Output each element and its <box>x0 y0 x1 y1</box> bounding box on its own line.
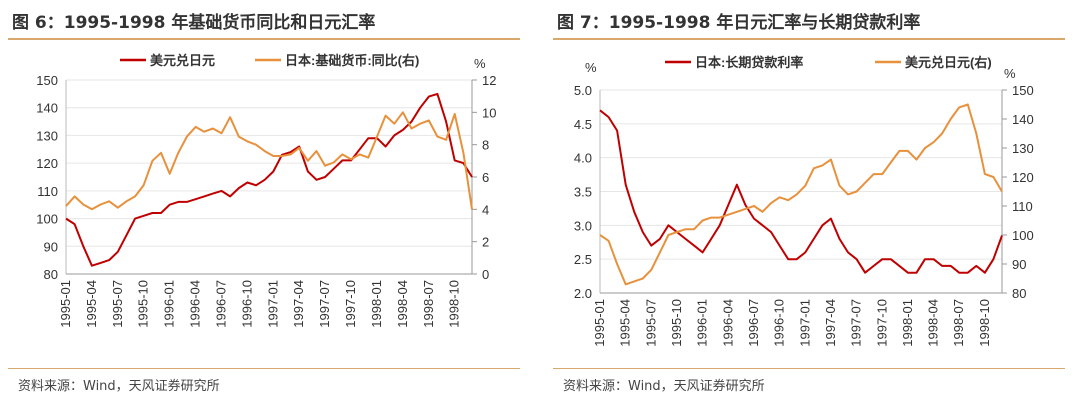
x-tick-label: 1998-07 <box>421 280 436 328</box>
y2-tick-label: 100 <box>1012 228 1034 243</box>
x-tick-label: 1995-07 <box>110 280 125 328</box>
x-tick-label: 1997-07 <box>849 299 864 347</box>
x-tick-label: 1998-10 <box>447 280 462 328</box>
chart-title: 图 6：1995-1998 年基础货币同比和日元汇率 <box>12 13 376 33</box>
x-tick-label: 1996-07 <box>213 280 228 328</box>
x-tick-label: 1998-01 <box>369 280 384 328</box>
x-tick-label: 1997-01 <box>265 280 280 328</box>
y2-tick-label: 6 <box>482 170 489 185</box>
y2-tick-label: 150 <box>1012 83 1034 98</box>
series-line <box>599 109 1003 274</box>
x-tick-label: 1996-10 <box>239 280 254 328</box>
left-unit: % <box>585 60 597 75</box>
y2-tick-label: 90 <box>1012 257 1026 272</box>
y2-tick-label: 120 <box>1012 170 1034 185</box>
x-tick-label: 1995-01 <box>58 280 73 328</box>
legend-label: 美元兑日元 <box>150 53 215 68</box>
y-tick-label: 4.0 <box>574 151 592 166</box>
x-tick-label: 1996-04 <box>720 299 735 347</box>
source-note: 资料来源：Wind，天风证券研究所 <box>563 379 765 394</box>
x-tick-label: 1997-04 <box>823 299 838 347</box>
y-tick-label: 130 <box>36 128 58 143</box>
x-tick-label: 1997-10 <box>874 299 889 347</box>
y2-tick-label: 0 <box>482 267 489 282</box>
divider <box>553 368 1065 369</box>
x-tick-label: 1997-07 <box>317 280 332 328</box>
chart-title: 图 7：1995-1998 年日元汇率与长期贷款利率 <box>557 13 921 33</box>
y-tick-label: 140 <box>36 101 58 116</box>
x-tick-label: 1998-10 <box>977 299 992 347</box>
y-tick-label: 3.5 <box>574 185 592 200</box>
chart-panel-6: 图 6：1995-1998 年基础货币同比和日元汇率 80 90 100 110 120… <box>0 0 520 401</box>
y-tick-label: 110 <box>37 184 58 199</box>
x-tick-label: 1997-04 <box>291 280 306 328</box>
x-tick-label: 1996-01 <box>695 299 710 347</box>
x-tick-label: 1996-07 <box>746 299 761 347</box>
y2-tick-label: 2 <box>482 235 489 250</box>
divider <box>553 38 1065 40</box>
x-tick-label: 1995-04 <box>618 299 633 347</box>
series-line <box>65 111 473 211</box>
y-tick-label: 4.5 <box>574 117 592 132</box>
chart-6: 80 90 100 110 120 130 140 150 0 2 4 6 8 10 12 1995-01 19… <box>36 53 496 328</box>
x-tick-label: 1995-10 <box>136 280 151 328</box>
x-tick-label: 1996-10 <box>772 299 787 347</box>
x-tick-label: 1998-04 <box>395 280 410 328</box>
y2-tick-label: 4 <box>482 202 489 217</box>
x-tick-label: 1998-07 <box>951 299 966 347</box>
x-tick-label: 1995-01 <box>592 299 607 347</box>
y-tick-label: 80 <box>44 267 58 282</box>
right-unit: % <box>474 56 486 71</box>
chart-panel-7: 图 7：1995-1998 年日元汇率与长期贷款利率 2.0 2.5 3.0 3.5 4… <box>545 0 1065 401</box>
y-tick-label: 2.5 <box>574 252 592 267</box>
y-tick-label: 3.0 <box>574 218 592 233</box>
x-tick-label: 1996-01 <box>162 280 177 328</box>
x-tick-label: 1995-10 <box>669 299 684 347</box>
x-tick-label: 1995-04 <box>84 280 99 328</box>
x-tick-label: 1996-04 <box>188 280 203 328</box>
legend-label: 日本:基础货币:同比(右) <box>285 53 419 68</box>
y-tick-label: 5.0 <box>574 83 592 98</box>
x-tick-label: 1998-01 <box>900 299 915 347</box>
y-tick-label: 100 <box>36 212 58 227</box>
divider <box>8 38 520 40</box>
x-tick-label: 1997-01 <box>797 299 812 347</box>
divider <box>8 368 520 369</box>
x-tick-label: 1995-07 <box>643 299 658 347</box>
x-tick-label: 1997-10 <box>343 280 358 328</box>
y2-tick-label: 130 <box>1012 141 1034 156</box>
series-line <box>599 103 1003 286</box>
y2-tick-label: 140 <box>1012 112 1034 127</box>
y2-tick-label: 10 <box>482 105 496 120</box>
y2-tick-label: 12 <box>482 73 496 88</box>
y2-tick-label: 80 <box>1012 286 1026 301</box>
y-tick-label: 120 <box>36 156 58 171</box>
y2-tick-label: 8 <box>482 138 489 153</box>
y-tick-label: 2.0 <box>574 286 592 301</box>
y-tick-label: 150 <box>36 73 58 88</box>
source-note: 资料来源：Wind，天风证券研究所 <box>18 379 220 394</box>
chart-7: 2.0 2.5 3.0 3.5 4.0 4.5 5.0 80 90 100 110 120 130 140… <box>574 55 1034 347</box>
series-line <box>65 92 473 267</box>
y2-tick-label: 110 <box>1012 199 1033 214</box>
x-tick-label: 1998-04 <box>926 299 941 347</box>
y-tick-label: 90 <box>44 239 58 254</box>
right-unit: % <box>1004 66 1016 81</box>
legend-label: 美元兑日元(右) <box>905 55 992 70</box>
legend-label: 日本:长期贷款利率 <box>695 55 803 70</box>
